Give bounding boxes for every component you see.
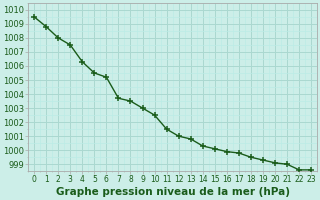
X-axis label: Graphe pression niveau de la mer (hPa): Graphe pression niveau de la mer (hPa) <box>56 187 290 197</box>
